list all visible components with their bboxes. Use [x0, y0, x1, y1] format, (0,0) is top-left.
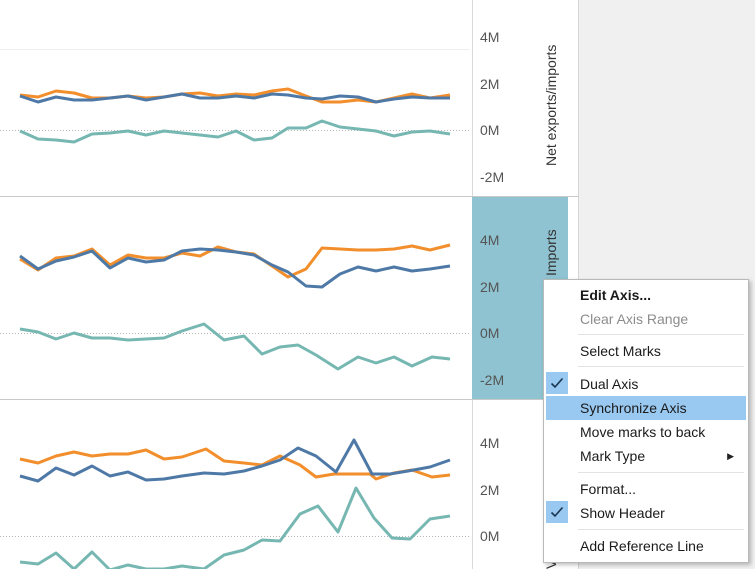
tick-label: -2M [480, 169, 504, 185]
series-line-orange[interactable] [19, 447, 451, 481]
menu-separator [578, 366, 744, 367]
tick-label: 0M [480, 528, 499, 544]
menu-separator [578, 334, 744, 335]
pane-header-third[interactable]: V [543, 559, 559, 569]
menu-item-clear-axis-range: Clear Axis Range [580, 311, 689, 327]
menu-item-edit-axis[interactable]: Edit Axis... [580, 287, 652, 303]
series-line-teal[interactable] [19, 486, 451, 569]
pane-header-imports[interactable]: Imports [543, 229, 559, 276]
menu-item-show-header[interactable]: Show Header [580, 505, 665, 521]
tick-label: 0M [480, 122, 499, 138]
checkmark-icon [546, 501, 568, 523]
series-line-orange[interactable] [19, 243, 451, 279]
menu-item-mark-type-label: Mark Type [580, 448, 646, 464]
submenu-arrow-icon: ▶ [727, 451, 734, 461]
menu-item-add-reference-line[interactable]: Add Reference Line [580, 538, 704, 554]
menu-separator [578, 529, 744, 530]
tick-label: 2M [480, 279, 499, 295]
menu-item-synchronize-axis[interactable]: Synchronize Axis [546, 396, 746, 420]
tick-label: -2M [480, 372, 504, 388]
tick-label: 4M [480, 232, 499, 248]
axis-ticks: 4M 2M 0M -2M 4M 2M 0M -2M 4M 2M 0M [480, 29, 504, 544]
menu-separator [578, 472, 744, 473]
tick-label: 4M [480, 29, 499, 45]
pane-header-net-exports-imports[interactable]: Net exports/imports [543, 45, 559, 166]
series-line-blue[interactable] [19, 92, 450, 104]
checkmark-icon [546, 372, 568, 394]
tick-label: 4M [480, 435, 499, 451]
tick-label: 2M [480, 482, 499, 498]
menu-item-format[interactable]: Format... [580, 481, 637, 497]
series-line-teal[interactable] [19, 322, 451, 371]
series-line-blue[interactable] [19, 438, 451, 483]
tick-label: 2M [480, 76, 499, 92]
axis-context-menu: Edit Axis... Clear Axis Range Select Mar… [543, 279, 749, 563]
series-line-blue[interactable] [19, 247, 451, 289]
tick-label: 0M [480, 325, 499, 341]
series-line-teal[interactable] [19, 119, 451, 144]
menu-item-select-marks[interactable]: Select Marks [580, 343, 661, 359]
menu-item-move-marks-to-back[interactable]: Move marks to back [580, 424, 706, 440]
menu-item-mark-type[interactable]: Mark Type ▶ [546, 444, 746, 468]
menu-item-dual-axis[interactable]: Dual Axis [580, 376, 639, 392]
